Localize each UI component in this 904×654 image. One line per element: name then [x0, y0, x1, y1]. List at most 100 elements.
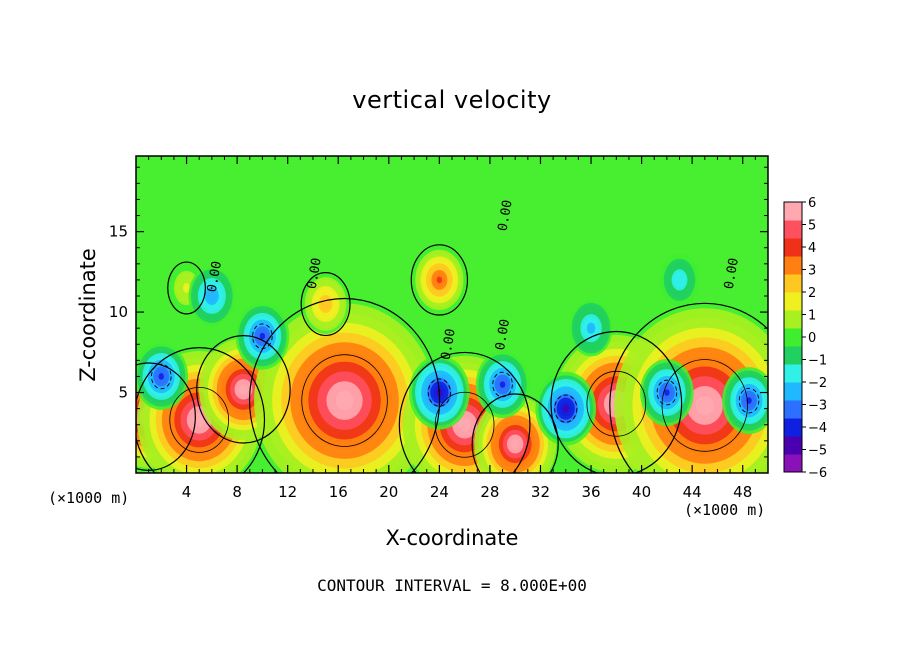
field-feature-16: [640, 359, 694, 427]
contour-line-3: [248, 297, 441, 473]
chart-title: vertical velocity: [352, 86, 552, 114]
negative-contour-16: [656, 379, 678, 406]
field-band: [695, 395, 714, 416]
contour-line-8: [410, 244, 469, 316]
colorbar-label-0: 6: [808, 196, 816, 211]
y-tick-label-1: 10: [109, 303, 128, 321]
contour-label-4: 0.00: [722, 257, 742, 290]
field-band: [588, 325, 594, 331]
x-tick-label-11: 48: [733, 483, 752, 501]
colorbar-label-3: 3: [808, 264, 816, 279]
field-feature-8: [412, 246, 467, 314]
field-band: [259, 332, 266, 340]
x-tick-label-10: 44: [683, 483, 702, 501]
colorbar-segment-7: [784, 328, 802, 347]
x-tick-label-2: 12: [278, 483, 297, 501]
colorbar-segment-6: [784, 346, 802, 365]
colorbar-label-11: −5: [808, 444, 827, 459]
colorbar-label-8: −2: [808, 376, 827, 391]
colorbar-segment-2: [784, 418, 802, 437]
x-tick-label-5: 24: [430, 483, 449, 501]
contour-line-6: [550, 330, 683, 473]
zero-contours: [136, 244, 768, 473]
field-band: [158, 373, 164, 380]
field-feature-12: [235, 302, 290, 370]
contour-label-1: 0.00: [305, 257, 325, 290]
inner-contour-3: [301, 354, 388, 447]
colorbar-segment-4: [784, 382, 802, 401]
x-tick-label-1: 8: [232, 483, 242, 501]
colorbar-label-5: 1: [808, 309, 816, 324]
negative-contour-17: [738, 387, 760, 414]
colorbar-segment-10: [784, 274, 802, 293]
colorbar-segment-12: [784, 238, 802, 257]
colorbar-segment-9: [784, 292, 802, 311]
colorbar-label-9: −3: [808, 399, 827, 414]
negative-contour-12: [252, 323, 273, 349]
field-feature-19: [659, 253, 700, 307]
negative-contour-14: [492, 371, 513, 398]
colorbar-label-2: 4: [808, 241, 816, 256]
colorbar-segment-11: [784, 256, 802, 275]
contour-line-4: [398, 351, 531, 473]
field-band: [184, 285, 189, 291]
x-tick-label-9: 40: [632, 483, 651, 501]
x-tick-label-6: 28: [480, 483, 499, 501]
field-band: [499, 381, 506, 388]
contour-interval-note: CONTOUR INTERVAL = 8.000E+00: [317, 576, 587, 595]
colorbar-segment-0: [784, 454, 802, 473]
x-tick-label-3: 16: [329, 483, 348, 501]
colorbar-segment-8: [784, 310, 802, 329]
colorbar-label-12: −6: [808, 466, 827, 481]
contour-line-7: [609, 302, 768, 473]
x-tick-label-4: 20: [379, 483, 398, 501]
inner-contour-7: [661, 359, 748, 452]
contour-line-10: [300, 272, 351, 337]
negative-contour-15: [554, 394, 578, 423]
negative-contour-20: [151, 363, 172, 390]
contour-label-2: 0.00: [493, 318, 513, 351]
field-feature-10: [302, 274, 349, 334]
contour-line-5: [471, 393, 559, 473]
contour-label-0: 0.00: [205, 260, 225, 293]
plot-area: 0.00 0.00 0.00 0.00 0.00 0.00: [136, 156, 768, 473]
field-feature-3: [254, 303, 436, 473]
x-tick-label-8: 36: [581, 483, 600, 501]
field-band: [436, 276, 443, 284]
colorbar-label-10: −4: [808, 421, 827, 436]
field-feature-17: [722, 367, 768, 435]
x-tick-label-0: 4: [182, 483, 192, 501]
y-tick-label-2: 15: [109, 223, 128, 241]
colorbar-label-1: 5: [808, 219, 816, 234]
field-feature-18: [569, 299, 613, 357]
inner-contour-6: [586, 370, 647, 437]
field-band: [209, 292, 215, 299]
x-unit-label-right: (×1000 m): [684, 501, 766, 519]
x-tick-label-7: 32: [531, 483, 550, 501]
inner-contour-1: [169, 386, 230, 453]
x-axis-label: X-coordinate: [385, 526, 519, 550]
field-band: [511, 439, 520, 449]
inner-contour-4: [434, 391, 495, 458]
colorbar-segment-14: [784, 202, 802, 221]
field-feature-14: [475, 350, 530, 418]
colorbar-segment-5: [784, 364, 802, 383]
field-band: [458, 417, 471, 432]
colorbar-segment-1: [784, 436, 802, 455]
field-band: [193, 412, 206, 427]
colorbar-segment-3: [784, 400, 802, 419]
colorbar-segment-13: [784, 220, 802, 239]
field-band: [562, 404, 569, 413]
field-band: [239, 384, 248, 395]
y-tick-label-0: 5: [118, 384, 128, 402]
contour-label-5: 0.00: [439, 328, 459, 361]
colorbar-label-7: −1: [808, 354, 827, 369]
colorbar: 6 5 4 3 2 1 0 −1 −2 −3 −4 −5 −6: [783, 196, 827, 481]
colorbar-label-6: 0: [808, 331, 816, 346]
field-band: [677, 277, 682, 283]
field-band: [335, 390, 354, 411]
contour-label-3: 0.00: [496, 199, 516, 232]
field-band: [664, 389, 670, 396]
